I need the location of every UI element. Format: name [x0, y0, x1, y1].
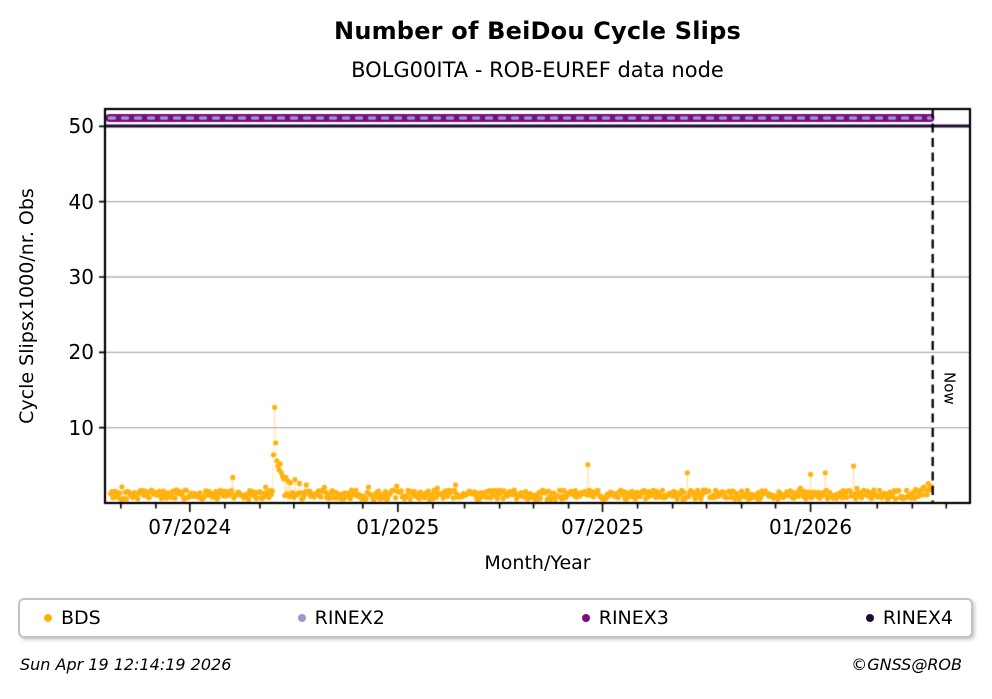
y-tick-label: 30 — [68, 264, 94, 289]
y-tick-label: 20 — [68, 340, 94, 365]
rinex3-marker-icon — [581, 614, 590, 622]
y-tick-label: 50 — [68, 114, 94, 139]
legend-label-bds: BDS — [61, 607, 101, 629]
legend-item-rinex4: RINEX4 — [865, 607, 953, 629]
chart-subtitle: BOLG00ITA - ROB-EUREF data node — [351, 58, 724, 82]
legend-label-rinex4: RINEX4 — [882, 607, 953, 629]
y-axis-label: Cycle Slipsx1000/nr. Obs — [16, 188, 38, 424]
legend-box: BDS RINEX2 RINEX3 RINEX4 — [18, 598, 973, 638]
legend-item-bds: BDS — [44, 607, 101, 629]
now-annotation: Now — [940, 372, 959, 405]
bds-marker-icon — [44, 614, 52, 622]
x-tick-label: 07/2024 — [148, 515, 232, 539]
chart-title: Number of BeiDou Cycle Slips — [334, 17, 741, 45]
plot-timestamp: Sun Apr 19 12:14:19 2026 — [20, 655, 232, 674]
rinex4-marker-icon — [865, 614, 874, 622]
legend-item-rinex2: RINEX2 — [297, 607, 385, 629]
legend-item-rinex3: RINEX3 — [581, 607, 669, 629]
x-tick-label: 07/2025 — [560, 515, 645, 539]
legend-label-rinex2: RINEX2 — [314, 607, 385, 629]
y-tick-label: 40 — [68, 189, 94, 214]
x-tick-label: 01/2025 — [356, 515, 440, 539]
x-tick-label: 01/2026 — [769, 515, 853, 539]
copyright-credit: ©GNSS@ROB — [851, 655, 962, 674]
legend-label-rinex3: RINEX3 — [598, 607, 669, 629]
y-tick-label: 10 — [68, 415, 94, 440]
x-axis-label: Month/Year — [484, 552, 591, 574]
rinex2-marker-icon — [297, 614, 306, 622]
